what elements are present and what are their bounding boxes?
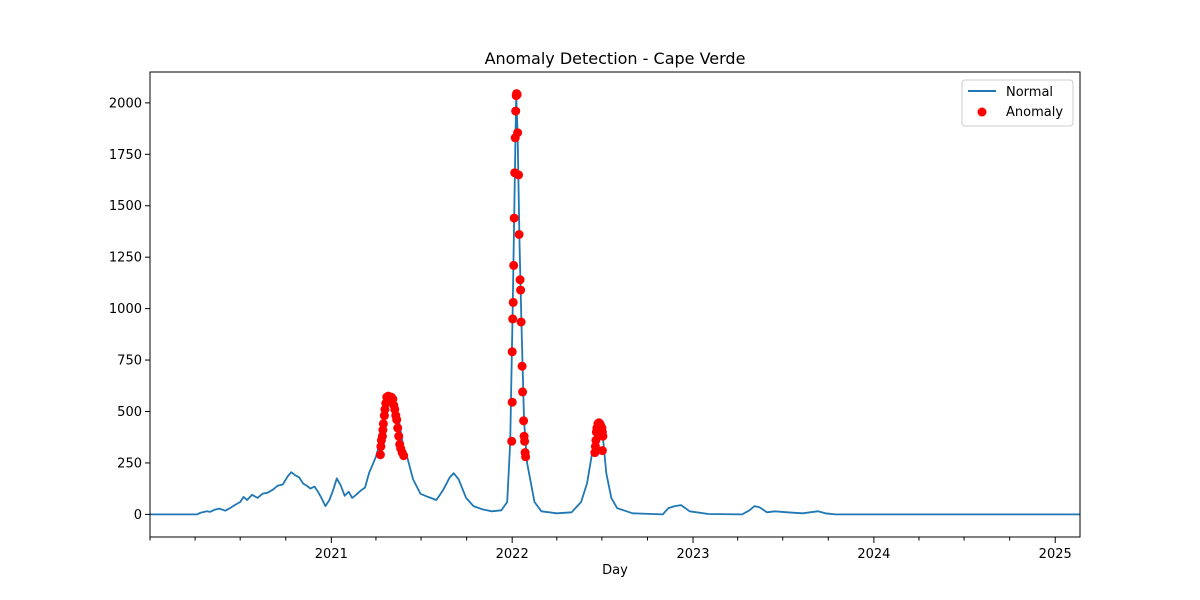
anomaly-point-5 [378, 419, 388, 429]
y-tick-label: 250 [117, 456, 142, 471]
x-axis: 2021 2022 2023 2024 2025 [149, 537, 1072, 562]
chart-title: Anomaly Detection - Cape Verde [485, 49, 746, 68]
anomaly-point-27 [508, 314, 518, 324]
y-tick-label: 750 [117, 354, 142, 369]
anomaly-point-26 [507, 347, 517, 357]
anomaly-point-47 [520, 436, 530, 446]
y-tick-label: 1500 [109, 199, 142, 214]
anomaly-point-43 [517, 361, 527, 371]
anomaly-point-44 [518, 387, 528, 397]
anomaly-point-61 [598, 431, 608, 441]
axes-frame [149, 71, 1081, 538]
y-tick-label: 1750 [109, 148, 142, 163]
x-axis-title: Day [602, 563, 628, 578]
y-axis: 0 250 500 750 1000 1250 1500 1750 2000 [109, 96, 150, 523]
anomaly-point-62 [597, 446, 607, 456]
y-tick-label: 1250 [109, 251, 142, 266]
legend-anomaly-swatch [977, 107, 987, 117]
anomaly-point-45 [519, 416, 529, 426]
y-tick-label: 1000 [109, 302, 142, 317]
anomaly-point-24 [507, 436, 517, 446]
anomaly-point-41 [516, 285, 526, 295]
anomaly-point-42 [516, 317, 526, 327]
plot-area [150, 89, 1080, 516]
y-tick-label: 2000 [109, 96, 142, 111]
legend: Normal Anomaly [961, 79, 1074, 127]
anomaly-point-29 [509, 260, 519, 270]
anomaly-point-0 [375, 450, 385, 460]
x-tick-label: 2021 [315, 547, 348, 562]
anomaly-point-39 [514, 230, 524, 239]
legend-anomaly-label: Anomaly [1006, 105, 1063, 120]
anomaly-point-19 [394, 431, 404, 441]
anomaly-point-23 [399, 451, 409, 461]
anomaly-point-38 [514, 170, 524, 180]
anomaly-point-36 [512, 90, 522, 100]
anomaly-point-18 [393, 423, 403, 433]
anomaly-point-25 [507, 397, 517, 407]
x-tick-label: 2024 [857, 547, 890, 562]
x-tick-label: 2022 [496, 547, 529, 562]
y-tick-label: 500 [117, 405, 142, 420]
anomaly-point-52 [591, 435, 601, 445]
anomaly-point-30 [509, 213, 519, 223]
y-tick-label: 0 [134, 508, 142, 523]
anomaly-point-37 [513, 128, 523, 138]
anomaly-point-33 [511, 106, 521, 116]
series-line-normal [150, 93, 1080, 516]
x-tick-label: 2025 [1039, 547, 1072, 562]
anomaly-point-49 [521, 452, 531, 462]
x-tick-label: 2023 [676, 547, 709, 562]
anomaly-point-40 [515, 275, 525, 285]
anomaly-point-28 [508, 297, 518, 307]
anomaly-point-17 [392, 415, 402, 425]
legend-normal-label: Normal [1006, 85, 1053, 100]
